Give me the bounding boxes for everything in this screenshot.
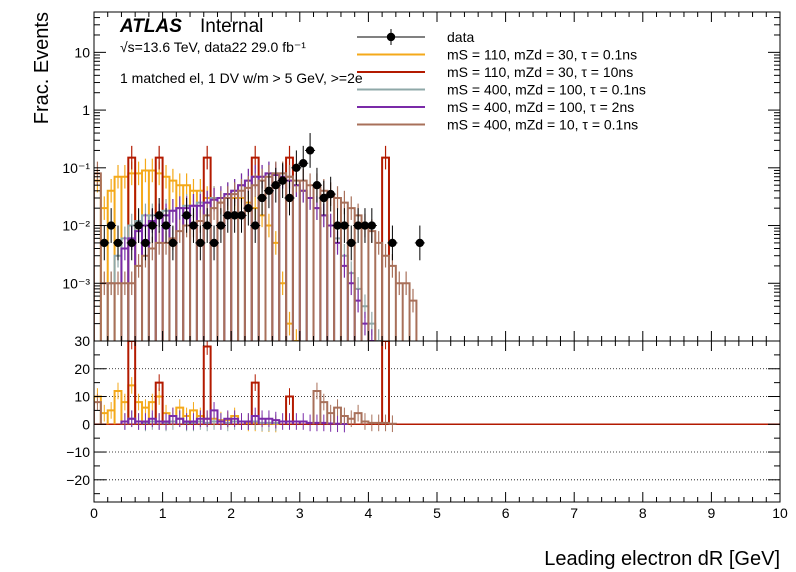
legend-entry-label: mS = 400, mZd = 100, τ = 0.1ns — [447, 82, 646, 98]
data-point — [127, 238, 136, 248]
data-point — [257, 193, 267, 203]
y-axis-label: Frac. Events — [31, 12, 53, 124]
data-point — [182, 211, 191, 220]
data-point — [196, 238, 205, 248]
data-point — [148, 221, 157, 230]
series-1-ratio — [127, 341, 390, 425]
legend-entry-label: data — [447, 29, 474, 45]
x-tick-label: 1 — [159, 505, 167, 521]
data-point — [312, 180, 322, 190]
main-y-tick-label: 10⁻³ — [62, 275, 90, 291]
data-point — [353, 221, 363, 230]
data-point — [415, 238, 425, 248]
x-tick-label: 4 — [365, 505, 373, 521]
x-tick-label: 5 — [433, 505, 441, 521]
energy-text: √s=13.6 TeV, data22 29.0 fb⁻¹ — [120, 39, 306, 55]
data-point — [154, 211, 164, 220]
data-point — [319, 193, 329, 203]
data-point — [106, 221, 116, 230]
legend-entry-label: mS = 110, mZd = 30, τ = 10ns — [447, 64, 633, 80]
main-panel-marks — [94, 133, 425, 341]
x-tick-label: 2 — [227, 505, 235, 521]
data-point — [168, 238, 178, 248]
legend-entry-label: mS = 400, mZd = 10, τ = 0.1ns — [447, 117, 638, 133]
main-y-tick-label: 10⁻¹ — [62, 160, 90, 176]
x-axis-label: Leading electron dR [GeV] — [544, 548, 780, 570]
data-point — [251, 221, 260, 230]
selection-text: 1 matched el, 1 DV w/m > 5 GeV, >=2e — [120, 70, 363, 86]
data-point — [161, 221, 171, 230]
x-tick-label: 6 — [502, 505, 510, 521]
series-4-ratio — [94, 389, 397, 425]
data-point — [360, 221, 370, 230]
data-point — [292, 163, 301, 173]
data-point — [209, 238, 219, 248]
legend-entry-label: mS = 110, mZd = 30, τ = 0.1ns — [447, 47, 637, 63]
series-3-ratio — [120, 409, 349, 425]
data-point — [333, 221, 342, 230]
ratio-panel-marks — [94, 341, 780, 481]
legend-data-marker — [386, 32, 396, 42]
data-point — [299, 159, 308, 168]
data-point — [230, 211, 239, 220]
ratio-y-tick-label: 0 — [82, 416, 90, 432]
main-y-tick-label: 10⁻² — [62, 218, 90, 234]
data-point — [367, 221, 377, 230]
ratio-y-tick-label: −10 — [66, 444, 90, 460]
data-point — [237, 211, 246, 220]
data-point — [388, 238, 397, 248]
data-point — [305, 146, 315, 155]
atlas-label: ATLAS — [119, 16, 182, 37]
data-point — [285, 193, 294, 203]
ratio-y-tick-label: −20 — [66, 472, 90, 488]
data-point — [347, 238, 356, 248]
data-point — [278, 176, 287, 185]
data-point — [340, 221, 349, 230]
data-point — [223, 211, 232, 220]
data-point — [271, 180, 280, 190]
x-tick-label: 8 — [639, 505, 647, 521]
data-point — [216, 221, 226, 230]
x-tick-label: 0 — [90, 505, 98, 521]
data-point — [202, 221, 212, 230]
data-point — [244, 203, 253, 213]
data-point — [100, 238, 109, 248]
x-tick-label: 10 — [772, 505, 788, 521]
axes: 0 1 2 3 4 5 6 7 8 9 10 10⁻³ 10⁻² 10⁻¹ 1 10 −20 −10 0 10 20 30 — [62, 11, 788, 521]
x-tick-label: 3 — [296, 505, 304, 521]
ratio-y-tick-label: 30 — [74, 333, 90, 349]
data-point — [141, 238, 150, 248]
ratio-y-tick-label: 20 — [74, 361, 90, 377]
ratio-y-tick-label: 10 — [74, 389, 90, 405]
legend-entry-label: mS = 400, mZd = 100, τ = 2ns — [447, 99, 634, 115]
x-tick-label: 9 — [708, 505, 716, 521]
x-tick-label: 7 — [570, 505, 578, 521]
main-y-tick-label: 10 — [74, 44, 90, 60]
main-y-tick-label: 1 — [82, 102, 90, 118]
data-point — [264, 186, 274, 195]
data-point — [134, 221, 143, 230]
data-point — [113, 238, 123, 248]
atlas-status: Internal — [200, 16, 263, 37]
data-point — [189, 221, 198, 230]
data-point — [326, 189, 335, 199]
